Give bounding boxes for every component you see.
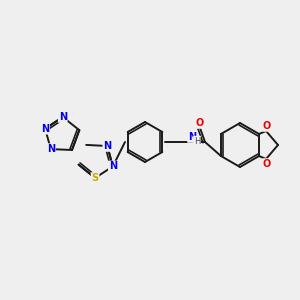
Text: N: N xyxy=(109,161,117,171)
Text: N: N xyxy=(47,144,55,154)
Text: N: N xyxy=(103,141,111,151)
Text: N: N xyxy=(59,112,67,122)
Text: O: O xyxy=(196,118,204,128)
Text: H: H xyxy=(194,136,200,146)
Text: N: N xyxy=(188,132,196,142)
Text: O: O xyxy=(263,159,271,169)
Text: N: N xyxy=(41,124,49,134)
Text: S: S xyxy=(92,173,99,183)
Text: O: O xyxy=(263,121,271,131)
